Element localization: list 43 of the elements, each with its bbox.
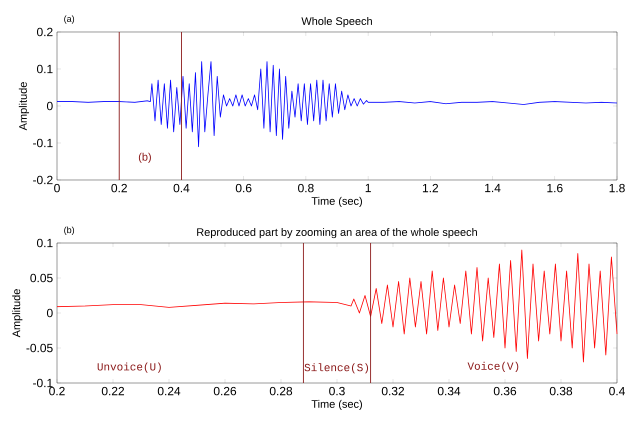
text: (a) <box>64 15 74 24</box>
x-tick-label: 0.28 <box>270 386 292 396</box>
y-tick-label: 0.05 <box>30 274 53 282</box>
x-tick-label: 0.22 <box>102 386 124 396</box>
y-axis-title: Amplitude <box>12 289 22 338</box>
x-axis-title: Time (sec) <box>312 400 362 410</box>
x-tick-label: 0.3 <box>329 386 345 396</box>
x-tick-label: 1.8 <box>610 184 625 192</box>
x-tick-label: 0.36 <box>494 386 516 396</box>
x-tick-label: 0.4 <box>609 386 625 396</box>
y-tick-label: -0.05 <box>26 344 53 352</box>
annotation: Unvoice(U) <box>98 362 161 373</box>
y-tick-label: -0.1 <box>33 138 53 148</box>
x-tick-label: 1 <box>366 184 371 192</box>
x-tick-label: 0.4 <box>174 184 190 192</box>
x-tick-label: 0.8 <box>298 184 314 192</box>
y-tick-label: -0.2 <box>33 176 53 184</box>
x-tick-label: 1.2 <box>422 184 438 192</box>
chart-title: Whole Speech <box>301 16 372 28</box>
text: (b) <box>64 226 74 235</box>
x-tick-label: 0.38 <box>550 386 572 396</box>
y-tick-label: -0.1 <box>33 378 53 388</box>
x-tick-label: 0 <box>54 184 60 192</box>
x-tick-label: 0.2 <box>111 184 127 192</box>
x-tick-label: 1.4 <box>485 184 501 192</box>
y-axis-title: Amplitude <box>18 82 30 130</box>
annotation: Voice(V) <box>468 362 518 372</box>
x-tick-label: 1.6 <box>547 184 563 192</box>
y-tick-label: 0.1 <box>37 238 53 248</box>
y-tick-label: 0 <box>46 102 53 110</box>
chart-title: Reproduced part by zooming an area of the whole speech <box>197 228 477 238</box>
x-tick-label: 0.26 <box>214 386 236 396</box>
annotation: (b) <box>138 152 151 163</box>
x-tick-label: 0.24 <box>158 386 180 396</box>
line-series <box>56 250 618 362</box>
y-tick-label: 0.1 <box>37 64 53 74</box>
x-tick-label: 0.6 <box>236 184 252 192</box>
y-tick-label: 0.2 <box>37 28 53 36</box>
annotation: Silence(S) <box>304 363 368 374</box>
x-tick-label: 0.32 <box>382 386 404 396</box>
y-tick-label: 0 <box>46 308 53 318</box>
x-axis-title: Time (sec) <box>312 196 362 208</box>
x-tick-label: 0.34 <box>438 386 460 396</box>
